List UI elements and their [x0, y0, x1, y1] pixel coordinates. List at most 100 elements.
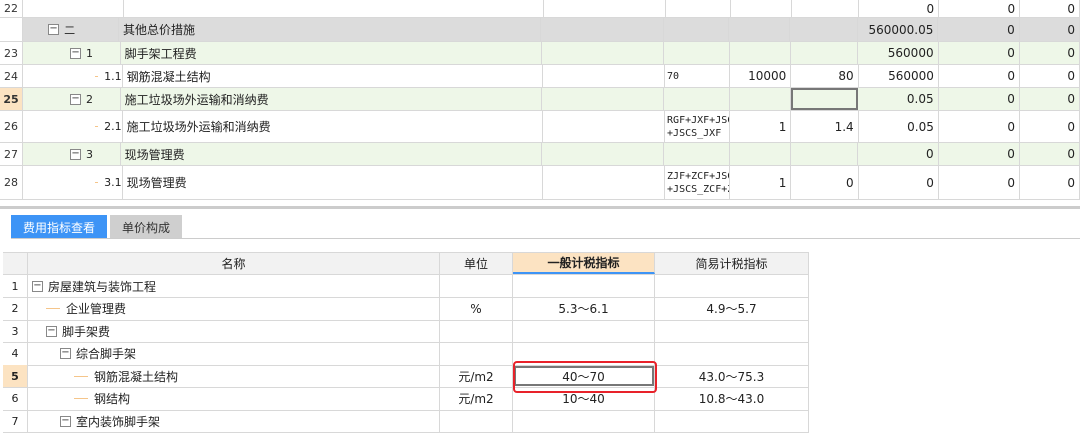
name-cell[interactable]: 其他总价措施 — [119, 18, 541, 41]
amount-cell[interactable]: 0 — [859, 166, 939, 199]
row-number[interactable]: 1 — [3, 275, 28, 297]
simple-index-cell[interactable] — [655, 320, 809, 342]
header-simple[interactable]: 简易计税指标 — [655, 253, 809, 274]
expr-cell[interactable] — [664, 143, 729, 165]
collapse-icon[interactable]: − — [32, 281, 43, 292]
c2-cell[interactable]: 0 — [1020, 65, 1080, 87]
row-number[interactable]: 6 — [3, 388, 28, 410]
collapse-icon[interactable]: − — [60, 416, 71, 427]
blank-cell[interactable] — [543, 111, 665, 142]
expr-cell[interactable] — [666, 0, 731, 17]
c2-cell[interactable]: 0 — [1020, 42, 1080, 64]
row-number[interactable]: 25 — [0, 88, 23, 110]
expr-cell[interactable] — [664, 88, 729, 110]
expr-cell[interactable]: ZJF+ZCF+JSCS_ZJF +JSCS_ZCF+ZJCSJXCGL — [665, 166, 730, 199]
qty-cell[interactable] — [730, 88, 791, 110]
row-number[interactable]: 22 — [0, 0, 23, 17]
tab-unit-price[interactable]: 单价构成 — [110, 215, 182, 239]
amount-cell[interactable]: 0.05 — [859, 111, 939, 142]
c1-cell[interactable]: 0 — [939, 65, 1020, 87]
name-cell[interactable]: 现场管理费 — [123, 166, 543, 199]
qty-cell[interactable]: 10000 — [730, 65, 791, 87]
simple-index-cell[interactable] — [655, 410, 809, 432]
c1-cell[interactable]: 0 — [939, 88, 1020, 110]
blank-cell[interactable] — [543, 166, 665, 199]
simple-index-cell[interactable]: 4.9～5.7 — [655, 298, 809, 320]
simple-index-cell[interactable] — [655, 343, 809, 365]
amount-cell[interactable]: 560000 — [858, 42, 938, 64]
c1-cell[interactable]: 0 — [938, 18, 1019, 41]
unit-cell[interactable]: % — [440, 298, 513, 320]
name-cell[interactable]: 钢筋混凝土结构 — [28, 365, 440, 387]
header-name[interactable]: 名称 — [28, 253, 440, 274]
row-number[interactable]: 2 — [3, 298, 28, 320]
expr-cell[interactable]: 70 — [665, 65, 730, 87]
code-cell[interactable]: 3.1 — [23, 166, 123, 199]
collapse-icon[interactable]: − — [46, 326, 57, 337]
c1-cell[interactable]: 0 — [939, 111, 1020, 142]
rate-cell[interactable] — [792, 0, 859, 17]
unit-cell[interactable] — [440, 320, 513, 342]
name-cell[interactable]: −脚手架费 — [28, 320, 440, 342]
general-index-cell[interactable] — [513, 410, 655, 432]
index-row[interactable]: 1−房屋建筑与装饰工程 — [3, 275, 809, 298]
row-number[interactable]: 24 — [0, 65, 23, 87]
blank-cell[interactable] — [542, 143, 664, 165]
general-index-cell[interactable] — [513, 275, 655, 297]
code-cell[interactable]: 2.1 — [23, 111, 123, 142]
rate-cell[interactable] — [791, 88, 858, 110]
blank-cell[interactable] — [543, 65, 665, 87]
expr-cell[interactable] — [664, 42, 729, 64]
index-row[interactable]: 3−脚手架费 — [3, 320, 809, 343]
name-cell[interactable]: 施工垃圾场外运输和消纳费 — [123, 111, 543, 142]
c1-cell[interactable]: 0 — [939, 143, 1020, 165]
amount-cell[interactable]: 0.05 — [858, 88, 938, 110]
amount-cell[interactable]: 0 — [859, 0, 939, 17]
unit-cell[interactable] — [440, 410, 513, 432]
simple-index-cell[interactable]: 10.8～43.0 — [655, 388, 809, 410]
c1-cell[interactable]: 0 — [939, 42, 1020, 64]
row-number[interactable]: 4 — [3, 343, 28, 365]
blank-cell[interactable] — [544, 0, 666, 17]
row-number[interactable] — [0, 18, 23, 41]
name-cell[interactable] — [124, 0, 544, 17]
c1-cell[interactable]: 0 — [939, 166, 1020, 199]
rate-cell[interactable]: 80 — [791, 65, 858, 87]
name-cell[interactable]: −室内装饰脚手架 — [28, 410, 440, 432]
qty-cell[interactable] — [730, 42, 791, 64]
qty-cell[interactable] — [731, 0, 792, 17]
tab-cost-index[interactable]: 费用指标查看 — [11, 215, 107, 239]
name-cell[interactable]: 施工垃圾场外运输和消纳费 — [121, 88, 542, 110]
unit-cell[interactable]: 元/m2 — [440, 388, 513, 410]
qty-cell[interactable]: 1 — [730, 166, 791, 199]
row-number[interactable]: 26 — [0, 111, 23, 142]
name-cell[interactable]: −房屋建筑与装饰工程 — [28, 275, 440, 297]
name-cell[interactable]: 钢结构 — [28, 388, 440, 410]
collapse-icon[interactable]: − — [60, 348, 71, 359]
qty-cell[interactable] — [729, 18, 790, 41]
blank-cell[interactable] — [542, 88, 664, 110]
collapse-icon[interactable]: − — [70, 94, 81, 105]
name-cell[interactable]: 脚手架工程费 — [121, 42, 542, 64]
collapse-icon[interactable]: − — [48, 24, 59, 35]
header-general[interactable]: 一般计税指标 — [513, 253, 655, 274]
general-index-cell[interactable]: 5.3～6.1 — [513, 298, 655, 320]
unit-cell[interactable] — [440, 343, 513, 365]
qty-cell[interactable] — [730, 143, 791, 165]
amount-cell[interactable]: 0 — [858, 143, 938, 165]
c2-cell[interactable]: 0 — [1020, 88, 1080, 110]
qty-cell[interactable]: 1 — [730, 111, 791, 142]
rate-cell[interactable] — [790, 18, 858, 41]
c2-cell[interactable]: 0 — [1020, 166, 1080, 199]
name-cell[interactable]: −综合脚手架 — [28, 343, 440, 365]
general-index-cell[interactable] — [513, 320, 655, 342]
collapse-icon[interactable]: − — [70, 48, 81, 59]
